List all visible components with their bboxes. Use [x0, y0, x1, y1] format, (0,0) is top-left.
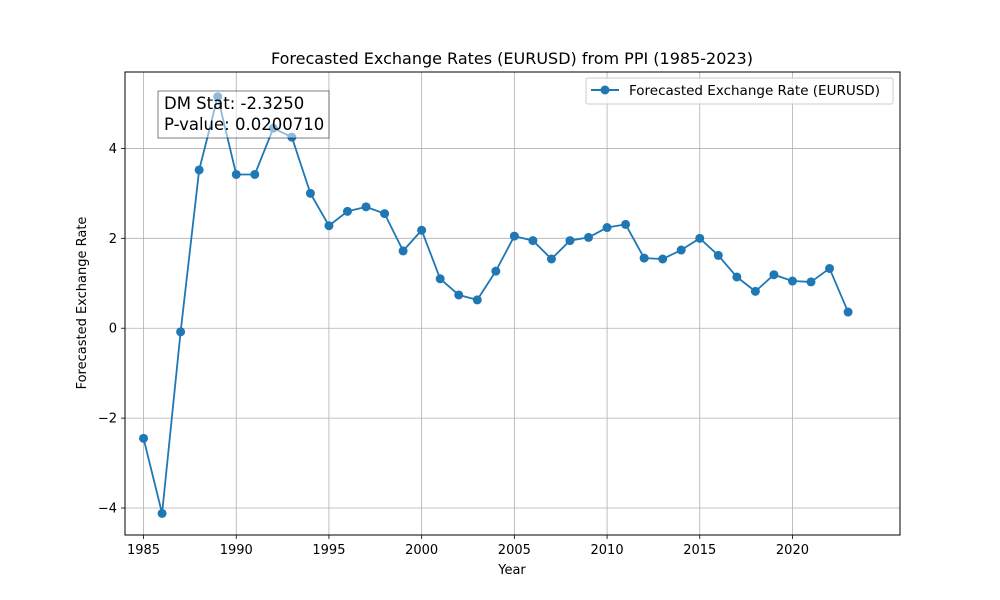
x-tick-label: 2000 — [405, 543, 438, 558]
y-tick-label: 4 — [109, 142, 117, 157]
data-point — [417, 225, 427, 235]
data-point — [695, 233, 705, 243]
data-point — [825, 263, 835, 273]
data-point — [194, 165, 204, 175]
y-tick-label: −4 — [98, 502, 117, 517]
data-point — [843, 307, 853, 317]
x-tick-label: 1985 — [127, 543, 160, 558]
data-point — [250, 169, 260, 179]
data-point — [732, 272, 742, 282]
y-tick-label: −2 — [98, 412, 117, 427]
x-tick-label: 1995 — [312, 543, 345, 558]
x-tick-label: 1990 — [220, 543, 253, 558]
data-point — [750, 286, 760, 296]
dm-stat-text: DM Stat: -2.3250 — [164, 94, 304, 113]
data-point — [546, 254, 556, 264]
legend-box — [585, 77, 894, 105]
data-point — [769, 270, 779, 280]
data-point — [602, 223, 612, 233]
grid-lines — [125, 72, 900, 535]
data-point — [176, 327, 186, 337]
x-axis-title: Year — [497, 563, 526, 578]
data-point — [491, 266, 501, 276]
data-point — [509, 231, 519, 241]
data-point — [676, 245, 686, 255]
y-tick-label: 0 — [109, 322, 117, 337]
data-point — [621, 219, 631, 229]
series-layer — [139, 92, 853, 518]
data-point — [806, 277, 816, 287]
x-tick-label: 2010 — [591, 543, 624, 558]
data-point — [324, 221, 334, 231]
dm-stat-annotation: DM Stat: -2.3250 P-value: 0.0200710 — [157, 90, 330, 139]
chart-title: Forecasted Exchange Rates (EURUSD) from … — [271, 49, 753, 68]
data-point — [435, 274, 445, 284]
y-tick-label: 2 — [109, 232, 117, 247]
p-value-text: P-value: 0.0200710 — [164, 115, 324, 134]
legend-label: Forecasted Exchange Rate (EURUSD) — [629, 83, 880, 99]
data-point — [528, 236, 538, 246]
legend-marker-icon — [600, 85, 610, 95]
data-point — [305, 188, 315, 198]
data-point — [454, 290, 464, 300]
data-point — [231, 169, 241, 179]
data-point — [639, 253, 649, 263]
data-point — [139, 433, 149, 443]
x-axis-ticks: 1985 1990 1995 2000 2005 2010 2015 2020 — [127, 535, 809, 558]
x-tick-label: 2005 — [498, 543, 531, 558]
legend: Forecasted Exchange Rate (EURUSD) — [585, 77, 894, 105]
data-point — [398, 246, 408, 256]
data-point — [787, 276, 797, 286]
plot-area-frame — [124, 71, 901, 536]
y-axis-ticks: −4 −2 0 2 4 — [98, 142, 125, 517]
data-point — [472, 295, 482, 305]
data-point — [565, 236, 575, 246]
y-axis-title: Forecasted Exchange Rate — [75, 217, 90, 390]
x-tick-label: 2020 — [776, 543, 809, 558]
data-point — [342, 206, 352, 216]
data-point — [658, 254, 668, 264]
data-point — [584, 232, 594, 242]
data-point — [380, 209, 390, 219]
annotation-box — [157, 90, 330, 139]
x-tick-label: 2015 — [683, 543, 716, 558]
data-point — [361, 202, 371, 212]
data-point — [157, 508, 167, 518]
data-point — [713, 250, 723, 260]
